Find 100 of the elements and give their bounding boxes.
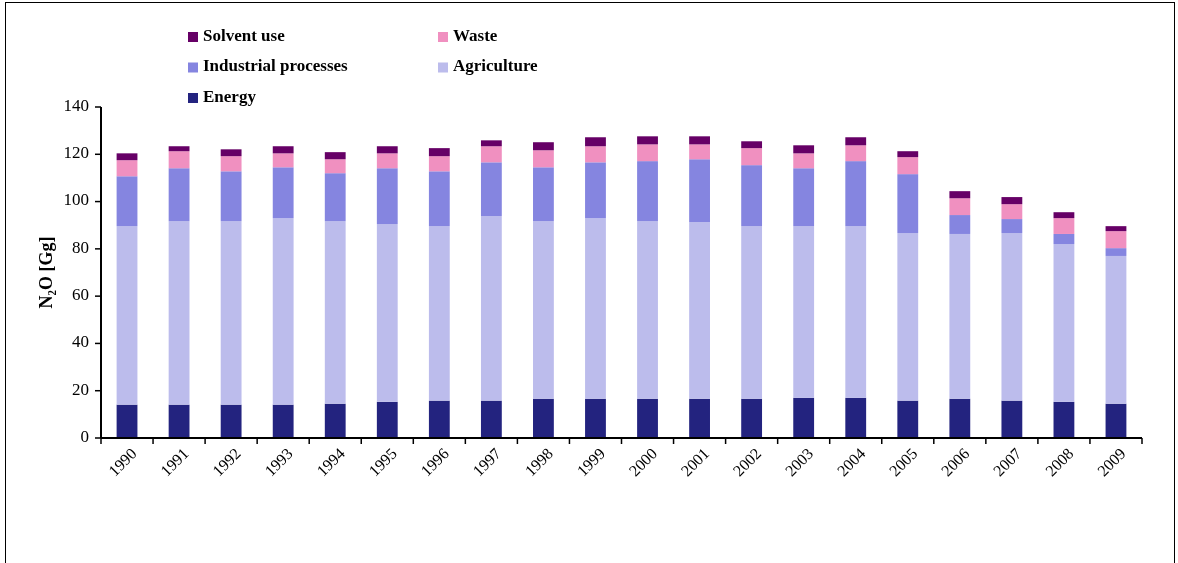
bar bbox=[689, 398, 710, 438]
bar bbox=[585, 398, 606, 438]
bar bbox=[220, 156, 242, 172]
bar bbox=[741, 226, 763, 399]
bar bbox=[480, 162, 502, 216]
bar bbox=[168, 221, 190, 405]
y-axis-title: N₂O [Gg] bbox=[36, 236, 56, 309]
legend-label: Industrial processes bbox=[203, 56, 349, 76]
bar bbox=[272, 146, 294, 154]
bar bbox=[428, 400, 450, 438]
bar bbox=[793, 397, 815, 438]
bar bbox=[1105, 248, 1127, 256]
legend-label: Waste bbox=[453, 25, 498, 45]
bar bbox=[220, 171, 242, 222]
bar bbox=[741, 148, 763, 166]
bar bbox=[1105, 403, 1127, 438]
bar bbox=[897, 174, 919, 234]
y-tick-label: 20 bbox=[72, 379, 89, 399]
bar bbox=[637, 161, 658, 222]
bar bbox=[741, 165, 763, 227]
bar bbox=[585, 146, 606, 163]
bar bbox=[533, 398, 554, 438]
bar bbox=[949, 233, 971, 399]
bar bbox=[272, 218, 294, 405]
bar bbox=[324, 152, 346, 160]
bar bbox=[116, 153, 138, 161]
bar bbox=[1105, 231, 1127, 249]
bar bbox=[949, 191, 971, 199]
bar bbox=[793, 153, 815, 169]
bar bbox=[376, 168, 398, 225]
bar bbox=[116, 160, 138, 177]
bar bbox=[324, 221, 346, 404]
bar bbox=[168, 146, 190, 152]
bar bbox=[793, 145, 815, 154]
bar bbox=[1053, 212, 1075, 219]
bar bbox=[637, 398, 658, 438]
bar bbox=[376, 401, 398, 438]
bar bbox=[741, 398, 763, 438]
bar bbox=[897, 157, 919, 175]
bar bbox=[845, 226, 867, 398]
bar bbox=[533, 142, 554, 151]
bar bbox=[1001, 400, 1023, 438]
bar bbox=[845, 145, 867, 162]
bar bbox=[168, 404, 190, 438]
bar bbox=[1001, 204, 1023, 220]
bar bbox=[845, 137, 867, 146]
y-tick-label: 80 bbox=[72, 237, 89, 257]
bar bbox=[949, 215, 971, 234]
bar bbox=[376, 146, 398, 154]
bar bbox=[428, 148, 450, 157]
bar bbox=[897, 233, 919, 401]
bar bbox=[637, 221, 658, 399]
bar bbox=[1001, 197, 1023, 205]
legend-label: Solvent use bbox=[203, 25, 286, 45]
bar bbox=[428, 171, 450, 227]
bar bbox=[480, 400, 502, 438]
bar bbox=[585, 137, 606, 147]
y-tick-label: 60 bbox=[72, 285, 89, 305]
bar bbox=[689, 136, 710, 145]
bar bbox=[1001, 219, 1023, 234]
x-tick-label: 1991 bbox=[157, 444, 192, 480]
bar bbox=[220, 221, 242, 405]
bar bbox=[376, 153, 398, 169]
bar bbox=[428, 226, 450, 401]
bar bbox=[1053, 233, 1075, 245]
bar bbox=[533, 167, 554, 222]
bar bbox=[272, 153, 294, 168]
y-tick-label: 40 bbox=[72, 332, 89, 352]
y-tick-label: 0 bbox=[80, 426, 89, 446]
bar bbox=[533, 150, 554, 168]
bar bbox=[793, 168, 815, 227]
bar bbox=[324, 403, 346, 438]
bar bbox=[1105, 226, 1127, 232]
bar bbox=[585, 218, 606, 399]
bar bbox=[1053, 401, 1075, 438]
x-tick-label: 1993 bbox=[261, 444, 296, 480]
bar bbox=[116, 404, 138, 438]
bar bbox=[897, 151, 919, 158]
bar bbox=[533, 221, 554, 399]
y-tick-label: 140 bbox=[63, 95, 89, 115]
bar bbox=[480, 146, 502, 163]
bar bbox=[689, 144, 710, 160]
bar bbox=[1001, 233, 1023, 401]
x-tick-label: 1990 bbox=[105, 444, 140, 480]
bar bbox=[428, 156, 450, 172]
bar bbox=[637, 144, 658, 162]
y-tick-label: 100 bbox=[63, 190, 89, 210]
bar bbox=[376, 224, 398, 402]
bar bbox=[272, 167, 294, 219]
bar bbox=[116, 176, 138, 227]
bar bbox=[845, 161, 867, 227]
bar bbox=[585, 162, 606, 219]
bar bbox=[1053, 244, 1075, 402]
bar bbox=[793, 226, 815, 398]
bar bbox=[1053, 218, 1075, 234]
bar bbox=[480, 140, 502, 147]
legend-label: Agriculture bbox=[453, 56, 539, 76]
bar bbox=[637, 136, 658, 145]
bar bbox=[116, 226, 138, 405]
bar bbox=[220, 149, 242, 157]
